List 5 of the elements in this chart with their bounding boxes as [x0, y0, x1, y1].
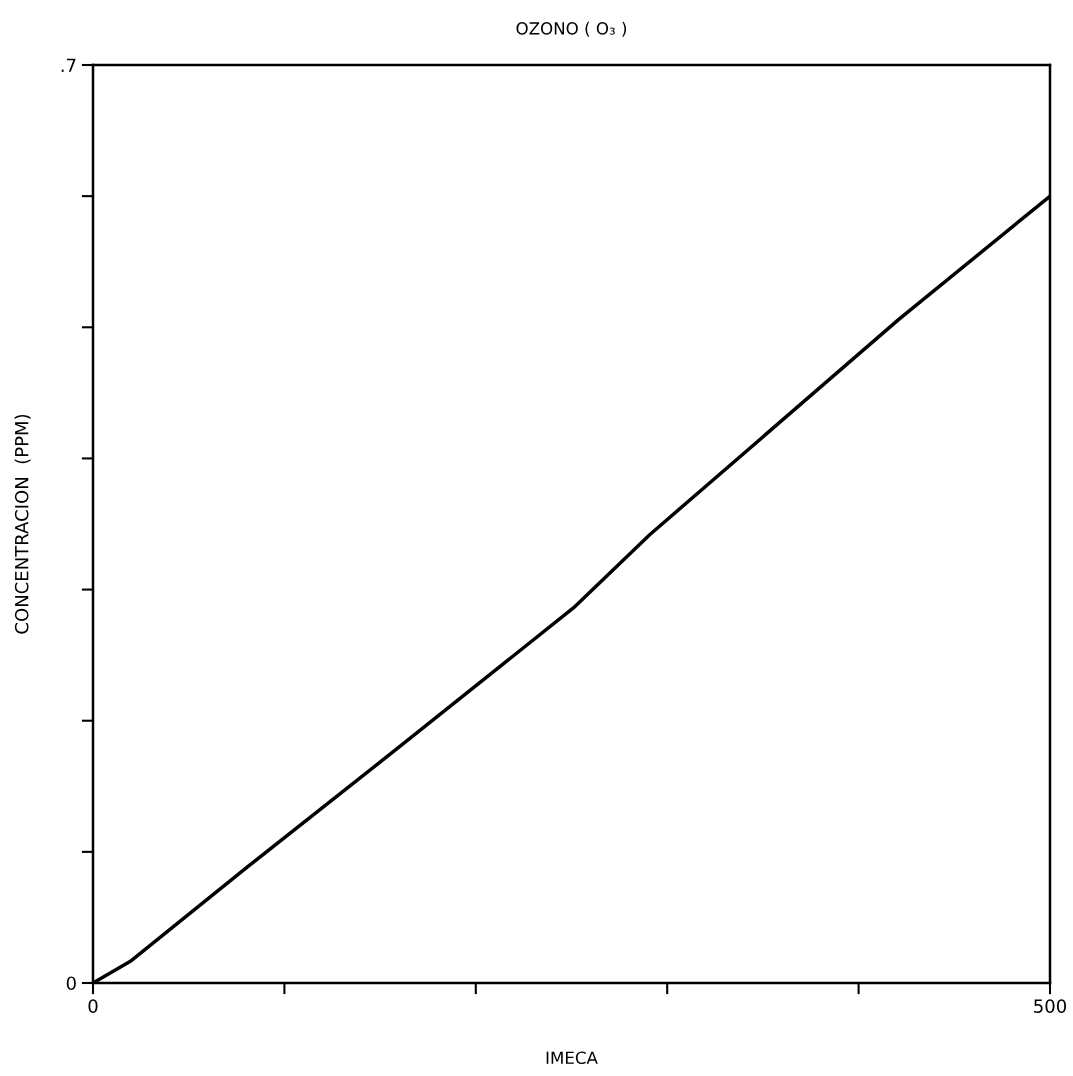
x-tick-label: 500 — [1034, 999, 1067, 1013]
y-axis-title: CONCENTRACION (PPM) — [14, 414, 31, 634]
chart-title: OZONO ( O₃ ) — [516, 21, 627, 37]
x-axis-title: IMECA — [546, 1051, 598, 1065]
y-tick-label: .7 — [61, 58, 76, 72]
